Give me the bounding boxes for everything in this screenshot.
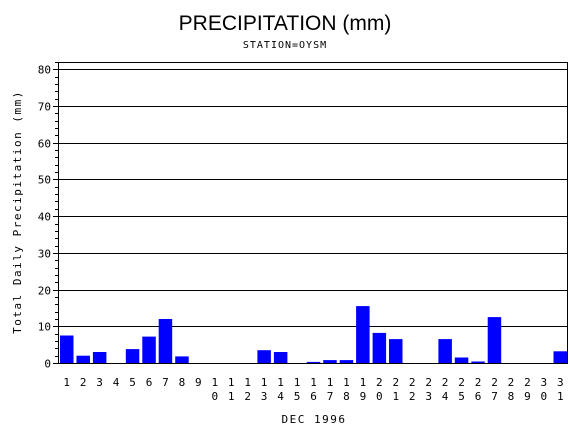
bar	[471, 361, 485, 363]
grid-lines	[58, 69, 568, 327]
y-tick-label: 70	[38, 101, 51, 114]
chart-subtitle: STATION=OYSM	[243, 40, 327, 51]
x-tick-label: 5	[129, 376, 136, 389]
y-tick-label: 10	[38, 321, 51, 334]
bar	[372, 332, 387, 363]
bars	[60, 306, 567, 363]
bar	[389, 339, 403, 363]
bar	[273, 352, 288, 363]
bar	[356, 306, 370, 363]
bar	[76, 355, 90, 363]
x-tick-label: 4	[113, 376, 120, 389]
x-tick-label: 3	[96, 376, 103, 389]
bar	[175, 356, 189, 363]
y-tick-label: 20	[38, 285, 51, 298]
x-axis-label: DEC 1996	[282, 413, 347, 426]
y-tick-label: 30	[38, 248, 51, 261]
y-tick-label: 60	[38, 138, 51, 151]
x-tick-label: 6	[146, 376, 153, 389]
plot-frame	[58, 62, 568, 364]
y-tick-label: 50	[38, 174, 51, 187]
plot-border	[58, 62, 568, 364]
y-tick-label: 0	[44, 358, 51, 371]
bar	[553, 351, 567, 363]
bar	[92, 352, 107, 363]
bar	[142, 336, 156, 363]
x-tick-label: 8	[179, 376, 186, 389]
bar	[158, 319, 173, 363]
y-tick-label: 40	[38, 211, 51, 224]
bar	[339, 360, 354, 363]
bar	[306, 361, 321, 363]
bar	[257, 350, 271, 363]
y-tick-label: 80	[38, 64, 51, 77]
bar	[487, 317, 502, 363]
y-axis-label: Total Daily Precipitation (mm)	[11, 90, 24, 334]
bar	[125, 349, 140, 363]
bar	[323, 360, 337, 363]
bar	[60, 335, 74, 363]
x-axis-ticks: 1 2 3 4 5 6 7 8 9 1 01 11 21 31 41 51 61 71 81 92 02 12 22 32 42…	[63, 376, 563, 403]
x-tick-label: 7	[162, 376, 169, 389]
x-tick-label: 1	[63, 376, 70, 389]
y-axis-ticks: 0 10 20 30 40 50 60 70 80	[38, 62, 58, 371]
bar	[454, 357, 469, 363]
chart-title: PRECIPITATION (mm)	[179, 12, 392, 35]
x-tick-label: 9	[195, 376, 202, 389]
x-tick-label: 2	[80, 376, 87, 389]
bar	[438, 339, 452, 363]
